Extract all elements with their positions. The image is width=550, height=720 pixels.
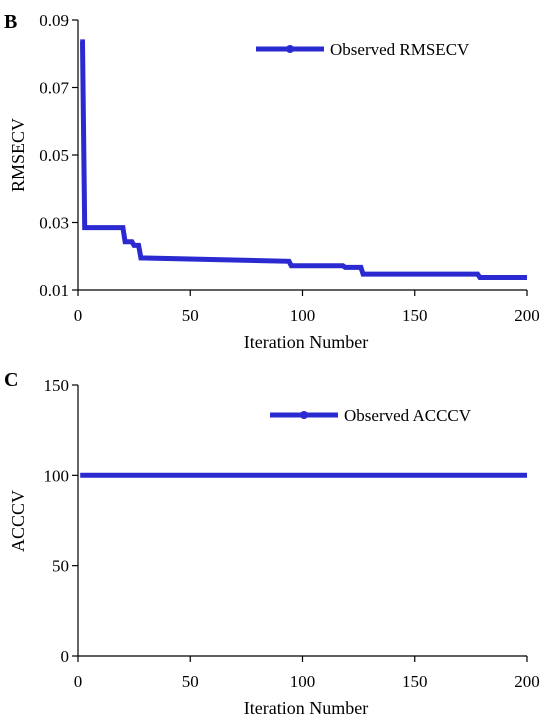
y-tick-label: 150: [44, 376, 70, 395]
chart-c-y-axis-label: ACCCV: [8, 490, 28, 552]
chart-b-legend-label: Observed RMSECV: [330, 40, 470, 59]
chart-c-x-axis-label: Iteration Number: [244, 698, 368, 718]
panel-letter-b: B: [4, 11, 17, 33]
chart-b-legend-marker: [286, 45, 294, 53]
y-tick-label: 0.09: [39, 11, 69, 30]
chart-c-x-ticks: 0 50 100 150 200: [74, 656, 540, 691]
y-tick-label: 0: [61, 647, 70, 666]
y-tick-label: 0.01: [39, 281, 69, 300]
chart-b-y-axis-label: RMSECV: [8, 118, 28, 192]
chart-c-y-ticks: 0 50 100 150: [44, 376, 78, 666]
x-tick-label: 150: [402, 306, 428, 325]
x-tick-label: 150: [402, 672, 428, 691]
chart-b-series: [80, 39, 527, 280]
chart-b-axes: [77, 20, 527, 291]
chart-c-legend: Observed ACCCV: [270, 406, 472, 425]
x-tick-label: 0: [74, 306, 83, 325]
x-tick-label: 50: [182, 672, 199, 691]
series-line: [80, 39, 527, 280]
chart-c-axes: [77, 385, 527, 657]
y-tick-label: 100: [44, 466, 70, 485]
chart-c: C 0 50 100 150 0 50 100 150 200 Iteration Numbe…: [4, 369, 540, 718]
x-tick-label: 50: [182, 306, 199, 325]
y-tick-label: 50: [52, 557, 69, 576]
x-tick-label: 0: [74, 672, 83, 691]
x-tick-label: 100: [290, 672, 316, 691]
chart-b-legend: Observed RMSECV: [256, 40, 470, 59]
x-tick-label: 100: [290, 306, 316, 325]
x-tick-label: 200: [514, 306, 540, 325]
chart-b-x-axis-label: Iteration Number: [244, 332, 368, 352]
chart-b: B 0.01 0.03 0.05 0.07 0.09 0 50 100 150 200 Iter…: [4, 11, 540, 352]
chart-c-legend-label: Observed ACCCV: [344, 406, 472, 425]
panel-letter-c: C: [4, 369, 18, 391]
chart-c-legend-marker: [300, 411, 308, 419]
y-tick-label: 0.05: [39, 146, 69, 165]
y-tick-label: 0.07: [39, 79, 69, 98]
y-tick-label: 0.03: [39, 214, 69, 233]
x-tick-label: 200: [514, 672, 540, 691]
chart-b-y-ticks: 0.01 0.03 0.05 0.07 0.09: [39, 11, 78, 300]
chart-b-x-ticks: 0 50 100 150 200: [74, 290, 540, 325]
